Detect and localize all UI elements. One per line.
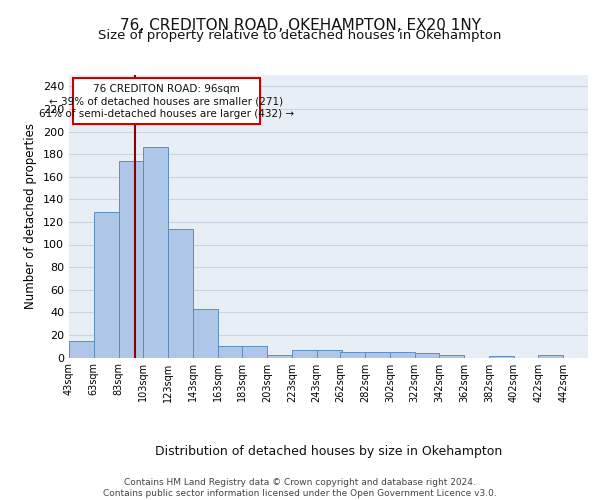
Bar (119, 161, 143, 358)
Bar (538, 355, 563, 358)
Text: Contains HM Land Registry data © Crown copyright and database right 2024.
Contai: Contains HM Land Registry data © Crown c… (103, 478, 497, 498)
Bar (340, 352, 365, 358)
Text: 76 CREDITON ROAD: 96sqm: 76 CREDITON ROAD: 96sqm (93, 84, 239, 94)
Text: Size of property relative to detached houses in Okehampton: Size of property relative to detached ho… (98, 29, 502, 42)
Bar (69, 340, 94, 357)
Bar (168, 228, 193, 358)
Bar (143, 148, 168, 358)
Bar (489, 356, 514, 358)
Bar (292, 350, 317, 358)
Bar (415, 353, 439, 358)
Bar (267, 355, 292, 358)
Bar (193, 309, 218, 358)
Bar (439, 355, 464, 358)
Bar (218, 346, 242, 358)
Bar (94, 212, 119, 358)
Bar (365, 352, 390, 358)
FancyBboxPatch shape (73, 78, 260, 124)
Bar (242, 346, 267, 358)
Y-axis label: Number of detached properties: Number of detached properties (25, 123, 37, 309)
Text: 76, CREDITON ROAD, OKEHAMPTON, EX20 1NY: 76, CREDITON ROAD, OKEHAMPTON, EX20 1NY (119, 18, 481, 32)
Bar (390, 352, 415, 358)
Text: ← 39% of detached houses are smaller (271): ← 39% of detached houses are smaller (27… (49, 96, 283, 106)
Text: Distribution of detached houses by size in Okehampton: Distribution of detached houses by size … (155, 444, 502, 458)
Bar (317, 350, 341, 358)
Text: 61% of semi-detached houses are larger (432) →: 61% of semi-detached houses are larger (… (38, 109, 294, 119)
